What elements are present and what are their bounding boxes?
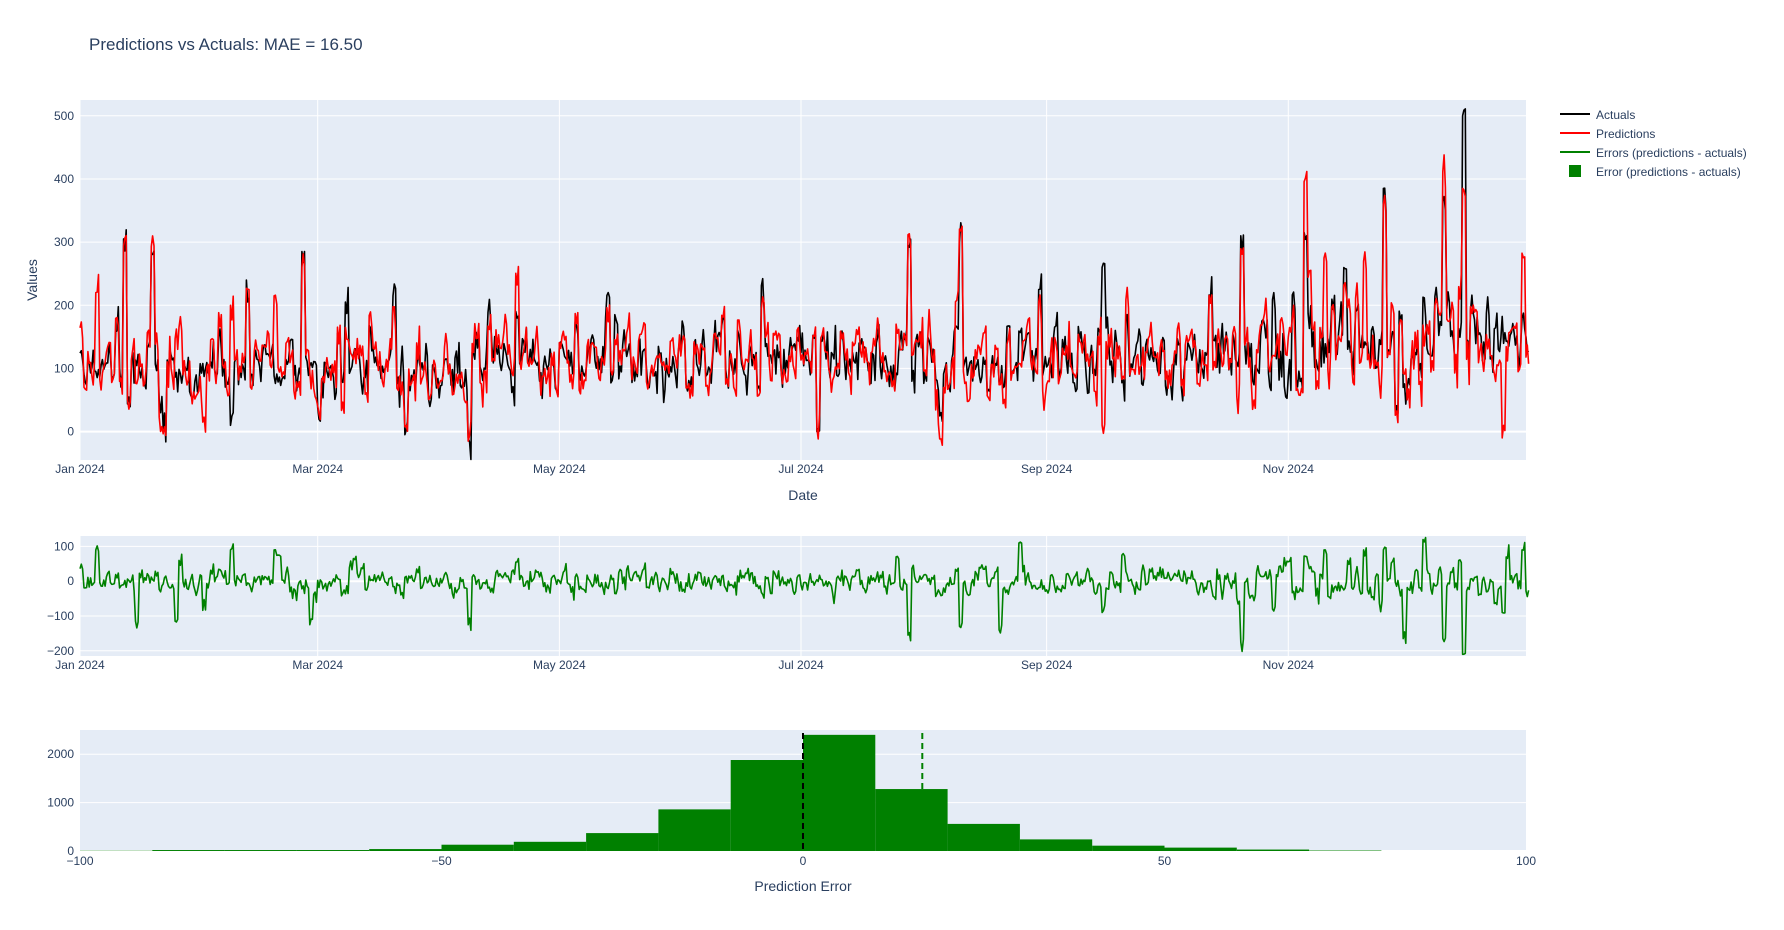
timeseries-y-tick-label: 300 [54,235,74,249]
histogram-x-tick-label: −100 [66,854,93,868]
timeseries-x-tick-label: Jul 2024 [778,462,824,476]
timeseries-y-tick-label: 200 [54,298,74,312]
timeseries-y-tick-label: 500 [54,109,74,123]
errors-y-tick-label: 0 [67,574,74,588]
timeseries-plot-clip [79,108,1530,461]
histogram-y-tick-label: 0 [67,844,74,858]
errors-x-tick-label: May 2024 [533,658,586,672]
errors-y-tick-label: 100 [54,539,74,553]
histogram-bar [1019,839,1093,851]
legend-item-errors[interactable]: Errors (predictions - actuals) [1560,146,1747,160]
errors-x-tick-label: Nov 2024 [1263,658,1315,672]
histogram-x-tick-label: 50 [1158,854,1172,868]
histogram-y-tick-label: 2000 [47,747,74,761]
x-axis-title: Date [788,487,818,503]
errors-panel: 100 0 −100 −200 Jan 2024 Mar 2024 May 2024 Jul… [47,536,1530,672]
errors-y-tick-label: −100 [47,609,74,623]
histogram-bar [1092,845,1165,851]
histogram-x-tick-label: −50 [431,854,452,868]
chart-title: Predictions vs Actuals: MAE = 16.50 [89,35,363,54]
histogram-bar [152,850,225,851]
histogram-bar [296,850,370,851]
histogram-bar [803,734,876,851]
timeseries-y-ticks: 0 100 200 300 400 500 [54,109,74,439]
histogram-x-ticks: −100 −50 0 50 100 [66,854,1536,868]
errors-y-ticks: 100 0 −100 −200 [47,539,74,657]
errors-x-ticks: Jan 2024 Mar 2024 May 2024 Jul 2024 Sep 2024… [55,658,1314,672]
errors-x-tick-label: Mar 2024 [292,658,343,672]
errors-y-tick-label: −200 [47,644,74,658]
timeseries-gridlines [79,100,1526,460]
legend-label-actuals: Actuals [1596,108,1635,122]
timeseries-x-ticks: Jan 2024 Mar 2024 May 2024 Jul 2024 Sep 2024… [55,462,1314,476]
histogram-x-axis-title: Prediction Error [754,878,852,894]
histogram-bars [80,734,1382,851]
legend-label-error-histogram: Error (predictions - actuals) [1596,165,1741,179]
timeseries-y-tick-label: 0 [67,425,74,439]
histogram-bar [1164,847,1237,851]
histogram-bar [658,809,731,851]
errors-series-line [79,536,1530,656]
histogram-y-tick-label: 1000 [47,796,74,810]
errors-x-tick-label: Jan 2024 [55,658,105,672]
timeseries-x-tick-label: May 2024 [533,462,586,476]
histogram-bar [947,823,1020,851]
timeseries-x-tick-label: Nov 2024 [1263,462,1315,476]
timeseries-plot-area [80,100,1526,460]
histogram-bar [586,833,659,851]
histogram-bar [224,850,297,851]
histogram-bar [1236,849,1310,851]
timeseries-y-tick-label: 400 [54,172,74,186]
timeseries-x-tick-label: Jan 2024 [55,462,105,476]
histogram-x-tick-label: 0 [800,854,807,868]
errors-x-tick-label: Sep 2024 [1021,658,1073,672]
timeseries-x-tick-label: Mar 2024 [292,462,343,476]
timeseries-x-tick-label: Sep 2024 [1021,462,1073,476]
histogram-bar [513,841,587,851]
histogram-bar [730,760,803,851]
errors-plot-area [80,536,1526,656]
histogram-x-tick-label: 100 [1516,854,1536,868]
legend-label-predictions: Predictions [1596,127,1655,141]
legend-item-actuals[interactable]: Actuals [1560,108,1635,122]
predictions-series-line [79,154,1530,447]
histogram-bar [369,849,442,851]
legend-item-error-histogram[interactable]: Error (predictions - actuals) [1569,165,1741,179]
y-axis-title: Values [24,259,40,301]
legend-swatch-error-histogram [1569,165,1581,177]
histogram-bar [441,844,514,851]
legend[interactable]: Actuals Predictions Errors (predictions … [1560,108,1747,179]
histogram-y-ticks: 0 1000 2000 [47,747,74,858]
timeseries-panel: 0 100 200 300 400 500 Jan 2024 Mar 2024 May 202… [24,100,1530,503]
histogram-panel: 0 1000 2000 −100 −50 0 50 100 Prediction Error [47,730,1536,894]
errors-x-tick-label: Jul 2024 [778,658,824,672]
legend-label-errors: Errors (predictions - actuals) [1596,146,1747,160]
legend-item-predictions[interactable]: Predictions [1560,127,1655,141]
histogram-bar [875,789,948,851]
timeseries-y-tick-label: 100 [54,361,74,375]
